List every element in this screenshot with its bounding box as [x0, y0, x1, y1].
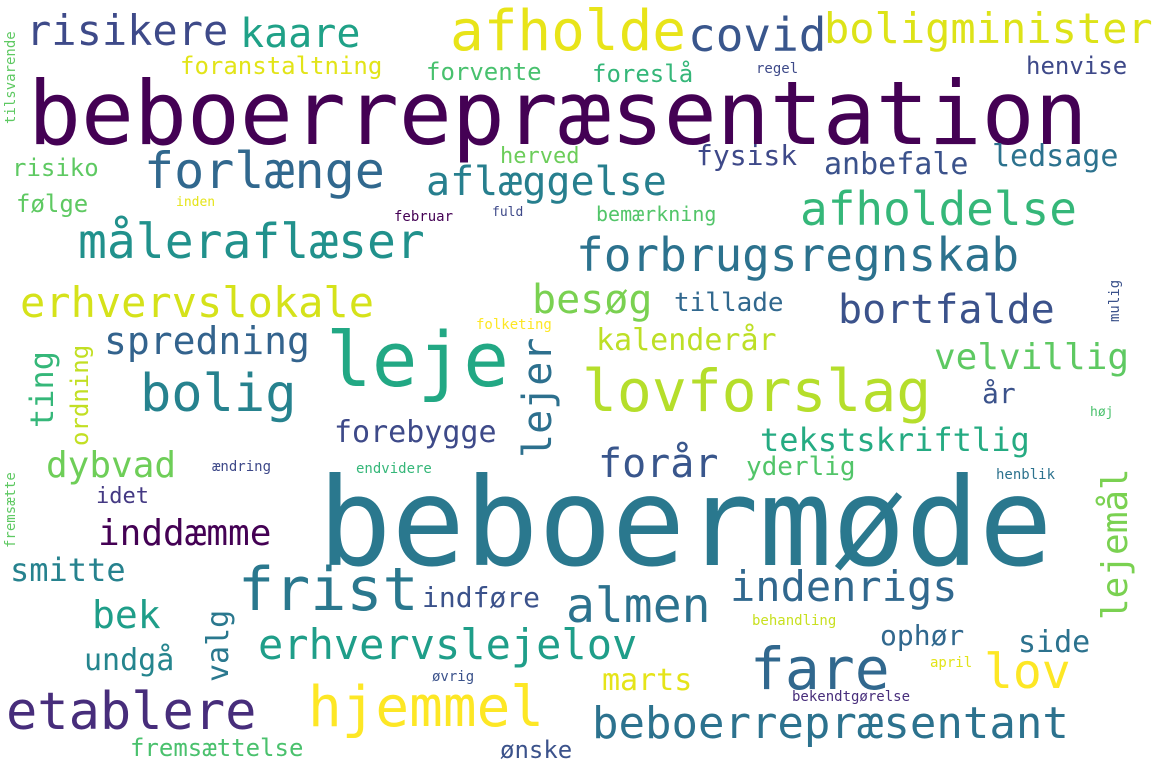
word-aflaeggelse: aflæggelse — [426, 159, 667, 205]
word-inddamme: inddæmme — [98, 513, 272, 554]
word-dybvad: dybvad — [46, 445, 177, 486]
word-tillade: tillade — [674, 288, 784, 318]
word-indenrigs: indenrigs — [730, 562, 958, 611]
word-beboerreprasentant: beboerrepræsentant — [592, 698, 1069, 749]
word-covid: covid — [688, 8, 827, 62]
word-fysisk: fysisk — [696, 139, 798, 172]
word-afholde: afholde — [450, 0, 687, 64]
word-frist: frist — [238, 555, 419, 625]
word-lov: lov — [984, 644, 1071, 700]
word-forvente: forvente — [426, 58, 542, 86]
word-risikere: risikere — [26, 6, 229, 55]
word-erhvervslokale: erhvervslokale — [20, 278, 375, 327]
word-forlaenge: forlænge — [144, 142, 385, 200]
word-inden: inden — [176, 195, 216, 210]
word-boligminister: boligminister — [824, 4, 1153, 53]
word-forar: forår — [598, 441, 719, 487]
word-erhvervslejelov: erhvervslejelov — [258, 620, 638, 669]
word-idet: idet — [96, 484, 149, 509]
word-foresla: foreslå — [592, 60, 694, 88]
word-beboermode: beboermøde — [318, 452, 1053, 594]
word-valg: valg — [201, 609, 236, 682]
word-henblik: henblik — [996, 467, 1056, 483]
word-bemaerkning: bemærkning — [596, 202, 717, 226]
word-side: side — [1018, 625, 1091, 660]
word-indfore: indføre — [422, 581, 541, 614]
word-etablere: etablere — [6, 682, 257, 742]
word-anbefale: anbefale — [824, 147, 969, 182]
word-bekendtgorelse: bekendtgørelse — [792, 689, 911, 705]
word-lejer: lejer — [515, 337, 561, 458]
word-beboerrepraesentation: beboerrepræsentation — [28, 62, 1088, 165]
word-bek: bek — [92, 593, 161, 637]
word-endvidere: endvidere — [356, 461, 432, 477]
word-bolig: bolig — [140, 364, 297, 424]
word-onske: ønske — [500, 736, 573, 764]
word-folketing: folketing — [476, 317, 552, 333]
word-behandling: behandling — [752, 613, 837, 629]
word-lovforslag: lovforslag — [582, 357, 932, 425]
word-ar: år — [982, 377, 1016, 410]
word-henvise: henvise — [1026, 52, 1128, 80]
word-ovrig: øvrig — [432, 669, 475, 685]
word-forebygge: forebygge — [334, 415, 497, 450]
word-ting: ting — [23, 350, 61, 428]
word-afholdelse: afholdelse — [800, 182, 1077, 236]
word-mulig: mulig — [1107, 279, 1123, 322]
word-tilsvarende: tilsvarende — [3, 31, 19, 124]
word-almen: almen — [566, 578, 711, 634]
word-lejemal: lejemål — [1095, 468, 1136, 620]
word-hoj: høj — [1090, 405, 1114, 420]
word-februar: februar — [394, 209, 454, 225]
word-forbrugsregnskab: forbrugsregnskab — [576, 228, 1020, 282]
word-folge: følge — [16, 190, 89, 218]
word-risiko: risiko — [12, 154, 99, 182]
word-undga: undgå — [84, 643, 175, 678]
word-tekstskriftlig: tekstskriftlig — [760, 421, 1030, 459]
word-ophor: ophør — [880, 619, 965, 652]
word-fremsaette: fremsætte — [3, 472, 19, 548]
word-fremsaettelse: fremsættelse — [130, 734, 304, 762]
word-spredning: spredning — [104, 319, 310, 363]
word-ordning: ordning — [66, 344, 94, 446]
word-fare: fare — [750, 635, 890, 703]
word-herved: herved — [500, 144, 580, 169]
word-bortfalde: bortfalde — [838, 287, 1055, 333]
word-ledsage: ledsage — [992, 139, 1119, 174]
word-regel: regel — [756, 61, 799, 77]
word-april: april — [930, 655, 973, 671]
word-velvillig: velvillig — [934, 337, 1130, 378]
word-aendring: ændring — [212, 459, 272, 475]
word-maleraflaeser: måleraflæser — [78, 214, 425, 270]
word-kaare: kaare — [240, 11, 361, 57]
word-smitte: smitte — [10, 551, 126, 589]
word-marts: marts — [602, 663, 693, 698]
word-leje: leje — [326, 315, 510, 404]
word-besog: besøg — [532, 277, 653, 323]
word-kalenderar: kalenderår — [596, 323, 777, 358]
word-foranstaltning: foranstaltning — [180, 52, 383, 80]
word-fuld: fuld — [492, 205, 524, 220]
word-hjemmel: hjemmel — [308, 675, 545, 740]
word-yderlig: yderlig — [746, 452, 856, 482]
